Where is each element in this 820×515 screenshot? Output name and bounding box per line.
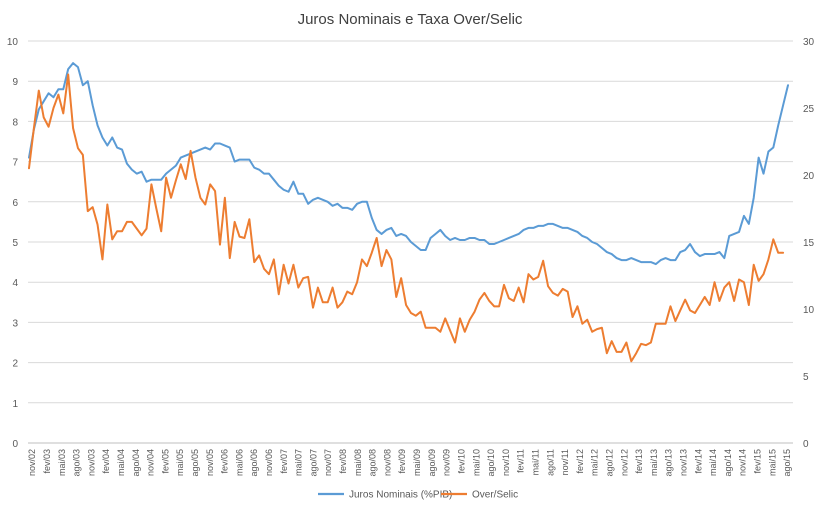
x-tick-label: mai/15 [767,449,777,476]
x-tick-label: ago/06 [249,449,259,477]
x-tick-label: fev/11 [516,449,526,473]
x-tick-label: nov/02 [27,449,37,476]
x-tick-label: nov/11 [560,449,570,475]
x-tick-label: mai/06 [234,449,244,476]
x-tick-label: ago/14 [723,449,733,477]
series-layer [28,62,789,363]
left-tick-label: 3 [12,318,18,329]
x-tick-label: nov/09 [442,449,452,476]
right-tick-label: 25 [803,104,815,115]
right-tick-label: 15 [803,238,815,249]
right-tick-label: 30 [803,37,815,48]
chart-title: Juros Nominais e Taxa Over/Selic [298,11,523,28]
x-axis: nov/02 fev/03 mai/03 ago/03 nov/03 fev/04 mai/… [27,442,793,477]
x-tick-label: ago/11 [545,449,555,476]
x-tick-label: ago/12 [605,449,615,477]
x-tick-label: fev/03 [42,449,52,474]
x-tick-label: fev/07 [279,449,289,474]
x-tick-label: mai/05 [175,449,185,476]
x-tick-label: mai/12 [590,449,600,476]
x-tick-label: mai/14 [708,449,718,476]
x-tick-label: ago/13 [664,449,674,477]
right-tick-label: 0 [803,439,809,450]
x-tick-label: mai/03 [57,449,67,476]
x-tick-label: nov/07 [323,449,333,476]
x-tick-label: ago/10 [486,449,496,477]
legend-label-juros-nominais: Juros Nominais (%PIB) [349,490,452,501]
x-tick-label: nov/06 [264,449,274,476]
x-tick-label: fev/09 [397,449,407,474]
right-tick-label: 20 [803,171,815,182]
x-tick-label: ago/05 [190,449,200,477]
left-tick-label: 4 [12,278,18,289]
left-tick-label: 9 [12,77,18,88]
left-tick-label: 8 [12,117,18,128]
left-tick-label: 10 [7,37,19,48]
x-tick-label: fev/08 [338,449,348,474]
x-tick-label: mai/07 [294,449,304,476]
series-line-over-selic [28,73,785,363]
x-tick-label: mai/04 [116,449,126,476]
x-tick-label: fev/15 [753,449,763,474]
x-tick-label: fev/10 [456,449,466,474]
x-tick-label: nov/05 [205,449,215,476]
x-tick-label: mai/09 [412,449,422,476]
left-y-axis: 0 1 2 3 4 5 6 7 8 9 10 [7,37,19,450]
legend-label-over-selic: Over/Selic [472,490,518,501]
left-tick-label: 5 [12,238,18,249]
x-tick-label: ago/09 [427,449,437,477]
x-tick-label: nov/08 [382,449,392,476]
left-tick-label: 6 [12,198,18,209]
x-tick-label: mai/08 [353,449,363,476]
x-tick-label: ago/08 [368,449,378,477]
right-tick-label: 10 [803,305,815,316]
x-tick-label: mai/11 [530,449,540,475]
x-tick-label: nov/03 [86,449,96,476]
left-tick-label: 0 [12,439,18,450]
x-tick-label: mai/13 [649,449,659,476]
series-line-juros-nominais [28,62,789,266]
x-tick-label: ago/07 [308,449,318,477]
x-tick-label: fev/04 [101,449,111,474]
x-tick-label: nov/10 [501,449,511,476]
right-y-axis: 0 5 10 15 20 25 30 [803,37,815,450]
right-tick-label: 5 [803,372,809,383]
x-tick-label: ago/04 [131,449,141,477]
left-tick-label: 1 [12,399,18,410]
x-tick-label: fev/06 [220,449,230,474]
x-tick-label: ago/15 [782,449,792,477]
x-tick-label: nov/12 [619,449,629,476]
x-tick-label: fev/13 [634,449,644,474]
x-tick-label: nov/13 [679,449,689,476]
x-tick-label: fev/14 [693,449,703,474]
x-tick-label: mai/10 [471,449,481,476]
x-tick-label: fev/12 [575,449,585,474]
legend: Juros Nominais (%PIB) Over/Selic [318,490,518,501]
left-tick-label: 2 [12,359,18,370]
x-tick-label: nov/14 [738,449,748,476]
x-tick-label: fev/05 [160,449,170,474]
left-tick-label: 7 [12,158,18,169]
x-tick-label: ago/03 [72,449,82,477]
x-tick-label: nov/04 [146,449,156,476]
